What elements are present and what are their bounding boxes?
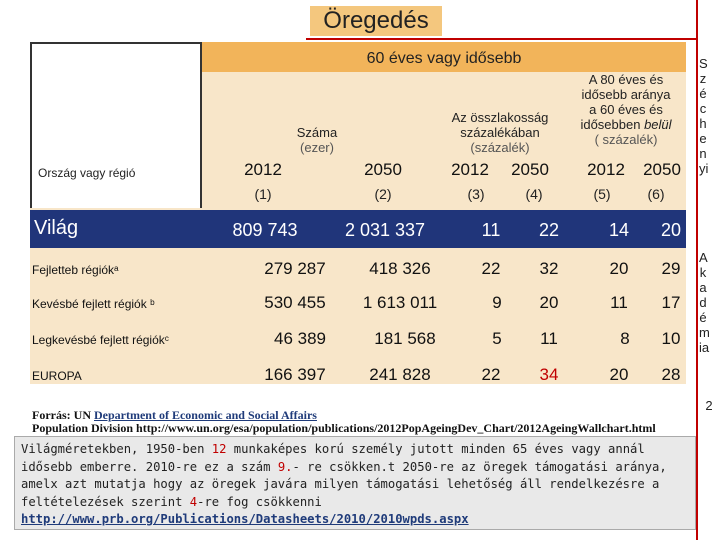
table-cell: 17: [661, 293, 681, 312]
world-label: Világ: [34, 217, 79, 239]
col-num-5: (5): [593, 186, 611, 202]
world-value-2: 2 031 337: [344, 220, 426, 240]
table-cell: 241 828: [369, 365, 431, 384]
table-cell: 22: [481, 259, 501, 278]
col-num-3: (3): [467, 186, 485, 202]
world-value-3: 11: [481, 220, 501, 240]
table-cell: 8: [620, 329, 630, 348]
col-num-6: (6): [647, 186, 665, 202]
country-column-label: Ország vagy régió: [38, 166, 136, 180]
table-cell: 11: [540, 329, 558, 348]
year-header-1: 2012: [244, 160, 282, 179]
title-red-line: [306, 38, 696, 40]
table-cell: 9: [492, 293, 502, 312]
table-cell: 20: [609, 259, 629, 278]
row-label-less-developed: Kevésbé fejlett régiók ᵇ: [32, 297, 155, 311]
table-cell: 1 613 011: [362, 293, 438, 312]
over80-group-label: A 80 éves és idősebb aránya a 60 éves és…: [580, 72, 672, 147]
prb-link[interactable]: http://www.prb.org/Publications/Datashee…: [21, 512, 469, 526]
country-header-cell: [30, 42, 202, 208]
table-cell: 22: [481, 365, 501, 384]
source-citation-line2: Population Division http://www.un.org/es…: [32, 421, 656, 435]
year-header-6: 2050: [643, 160, 681, 179]
table-cell: 10: [661, 329, 681, 348]
table-cell-highlight: 34: [539, 365, 559, 384]
table-cell: 28: [661, 365, 681, 384]
page-title: Öregedés: [310, 6, 442, 36]
table-cell: 5: [492, 329, 502, 348]
world-value-5: 14: [608, 220, 630, 240]
table-cell: 32: [539, 259, 559, 278]
table-cell: 20: [539, 293, 559, 312]
row-label-developed: Fejletteb régiókᵃ: [32, 263, 119, 277]
table-cell: 181 568: [374, 329, 436, 348]
right-red-line: [696, 0, 698, 540]
number-group-label: Száma (ezer): [296, 125, 338, 155]
source-citation: Forrás: UN Department of Economic and So…: [32, 408, 317, 422]
world-value-6: 20: [660, 220, 682, 240]
table-cell: 530 455: [264, 293, 326, 312]
col-num-4: (4): [525, 186, 543, 202]
col-num-1: (1): [254, 186, 272, 202]
side-text-number: 2: [705, 398, 713, 413]
year-header-3: 2012: [451, 160, 489, 179]
table-cell: 418 326: [369, 259, 431, 278]
side-text-szechenyi: S z é c h e n yi: [699, 56, 709, 176]
age-group-header: 60 éves vagy idősebb: [366, 50, 522, 67]
world-row: [30, 210, 686, 248]
source-link[interactable]: Department of Economic and Social Affair…: [93, 408, 317, 422]
row-label-europe: EUROPA: [32, 369, 82, 383]
year-header-5: 2012: [587, 160, 625, 179]
table-cell: 279 287: [264, 259, 326, 278]
world-value-4: 22: [538, 220, 560, 240]
table-header-band: [202, 42, 686, 72]
table-cell: 46 389: [274, 329, 326, 348]
table-cell: 11: [610, 293, 628, 312]
note-box: Világméretekben, 1950-ben 12 munkaképes …: [14, 436, 696, 530]
year-header-2: 2050: [364, 160, 402, 179]
table-cell: 20: [609, 365, 629, 384]
side-text-akademia: A k a d é m ia: [699, 250, 710, 355]
row-label-least-developed: Legkevésbé fejlett régiókᶜ: [32, 333, 169, 347]
world-value-1: 809 743: [232, 220, 298, 240]
col-num-2: (2): [374, 186, 392, 202]
share-group-label: Az összlakosság százalékában (százalék): [451, 110, 549, 155]
table-cell: 29: [661, 259, 681, 278]
year-header-4: 2050: [511, 160, 549, 179]
table-cell: 166 397: [264, 365, 326, 384]
